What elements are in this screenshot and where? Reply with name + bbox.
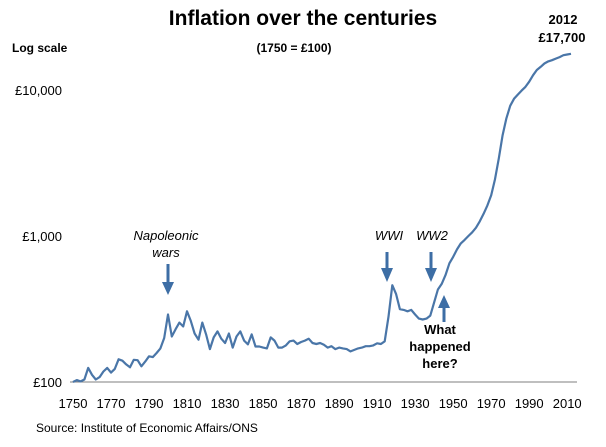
- y-axis: £100 £1,000 £10,000: [15, 83, 62, 390]
- annotation-napoleonic-line2: wars: [152, 245, 180, 260]
- end-year-label: 2012: [549, 12, 578, 27]
- arrow-wwi-icon: [381, 252, 393, 282]
- annotation-what-line3: here?: [422, 356, 457, 371]
- annotations: Napoleonic wars WWI WW2 What happened he…: [133, 228, 470, 371]
- y-scale-note: Log scale: [12, 41, 68, 55]
- x-tick-label: 1750: [59, 396, 88, 411]
- annotation-what-line1: What: [424, 322, 456, 337]
- y-tick-label: £1,000: [22, 229, 62, 244]
- x-tick-label: 1830: [211, 396, 240, 411]
- x-tick-label: 1770: [97, 396, 126, 411]
- chart-title: Inflation over the centuries: [169, 7, 437, 30]
- x-tick-label: 2010: [553, 396, 582, 411]
- inflation-series-line: [72, 52, 572, 383]
- x-tick-label: 1890: [325, 396, 354, 411]
- x-tick-label: 1870: [287, 396, 316, 411]
- source-note: Source: Institute of Economic Affairs/ON…: [36, 421, 258, 435]
- x-tick-label: 1970: [477, 396, 506, 411]
- arrow-what-happened-icon: [438, 295, 450, 322]
- x-tick-label: 1950: [439, 396, 468, 411]
- x-tick-label: 1930: [401, 396, 430, 411]
- chart-subtitle: (1750 = £100): [256, 41, 331, 55]
- arrow-napoleonic-icon: [162, 264, 174, 295]
- y-tick-label: £100: [33, 375, 62, 390]
- y-tick-label: £10,000: [15, 83, 62, 98]
- x-tick-label: 1810: [173, 396, 202, 411]
- annotation-wwi: WWI: [375, 228, 404, 243]
- x-tick-label: 1990: [515, 396, 544, 411]
- x-tick-label: 1850: [249, 396, 278, 411]
- x-tick-label: 1910: [363, 396, 392, 411]
- x-axis: 1750 1770 1790 1810 1830 1850 1870 1890 1910 1930…: [59, 396, 582, 411]
- annotation-what-line2: happened: [409, 339, 470, 354]
- x-tick-label: 1790: [135, 396, 164, 411]
- annotation-napoleonic-line1: Napoleonic: [133, 228, 199, 243]
- end-value-label: £17,700: [539, 30, 586, 45]
- arrow-ww2-icon: [425, 252, 437, 282]
- annotation-ww2: WW2: [416, 228, 449, 243]
